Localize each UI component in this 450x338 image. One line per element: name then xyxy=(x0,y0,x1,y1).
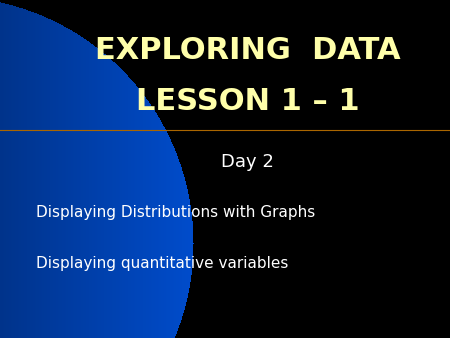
Text: LESSON 1 – 1: LESSON 1 – 1 xyxy=(136,87,359,116)
Text: Day 2: Day 2 xyxy=(221,153,274,171)
Text: EXPLORING  DATA: EXPLORING DATA xyxy=(94,36,400,65)
Text: Displaying quantitative variables: Displaying quantitative variables xyxy=(36,256,288,271)
Text: Displaying Distributions with Graphs: Displaying Distributions with Graphs xyxy=(36,206,315,220)
